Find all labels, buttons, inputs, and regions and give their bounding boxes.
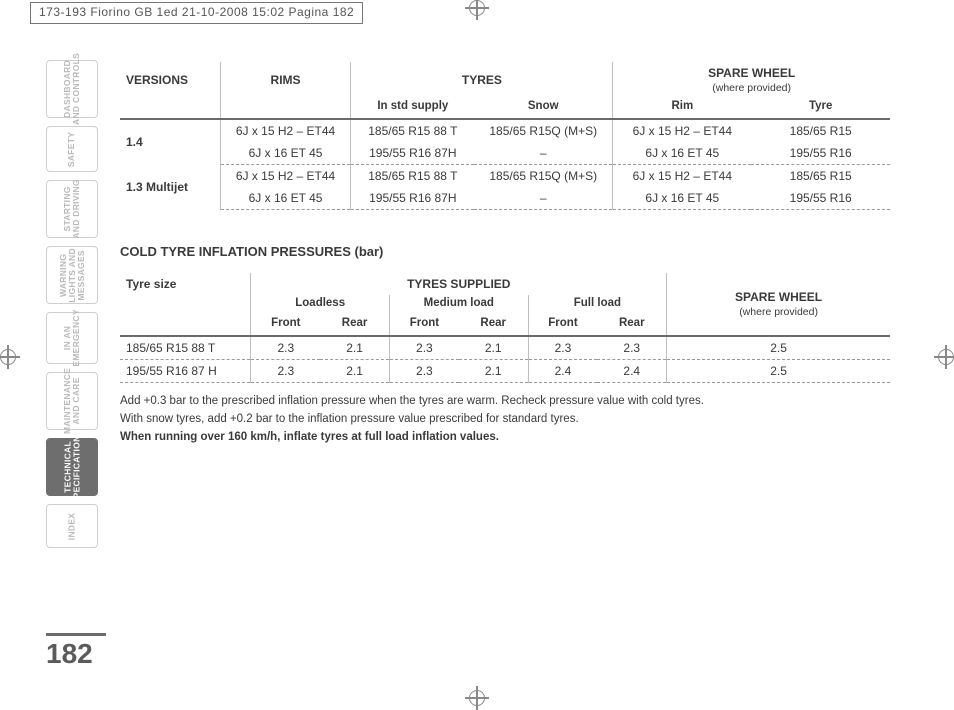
subhdr-rear-3: Rear xyxy=(597,315,666,336)
hdr-tyresize: Tyre size xyxy=(120,273,251,315)
table-row: 6J x 16 ET 45195/55 R16 87H–6J x 16 ET 4… xyxy=(120,187,890,210)
sidebar-tab-label: TECHNICAL SPECIFICATIONS xyxy=(63,430,81,505)
hdr-supplied: TYRES SUPPLIED xyxy=(251,273,667,295)
subhdr-instd: In std supply xyxy=(351,98,474,119)
subhdr-tyre: Tyre xyxy=(751,98,890,119)
sidebar-tab[interactable]: STARTING AND DRIVING xyxy=(46,180,98,238)
subhdr-rear-2: Rear xyxy=(459,315,528,336)
cell: 185/65 R15 xyxy=(751,165,890,188)
crop-mark-left xyxy=(0,345,20,369)
sidebar-tab-label: WARNING LIGHTS AND MESSAGES xyxy=(59,248,86,303)
cell-version: 1.3 Multijet xyxy=(120,165,220,210)
sidebar-tab-label: MAINTENANCE AND CARE xyxy=(63,368,81,434)
subhdr-loadless: Loadless xyxy=(251,295,390,315)
table-row: 6J x 16 ET 45195/55 R16 87H–6J x 16 ET 4… xyxy=(120,142,890,165)
cell: 2.1 xyxy=(320,360,389,383)
pressures-table: Tyre size TYRES SUPPLIED SPARE WHEEL (wh… xyxy=(120,273,890,383)
note-3: When running over 160 km/h, inflate tyre… xyxy=(120,429,890,447)
sidebar-tab-label: STARTING AND DRIVING xyxy=(63,179,81,239)
cell: 185/65 R15 88 T xyxy=(351,120,474,142)
sidebar-tab-label: SAFETY xyxy=(68,131,77,166)
crop-mark-bottom xyxy=(465,686,489,710)
crop-mark-top xyxy=(465,0,489,20)
cell-version: 1.4 xyxy=(120,120,220,165)
cell: 195/55 R16 xyxy=(751,142,890,165)
sidebar-tab-label: INDEX xyxy=(68,512,77,539)
page-number: 182 xyxy=(46,633,106,670)
cell: 195/55 R16 87H xyxy=(351,187,474,210)
subhdr-rear-1: Rear xyxy=(320,315,389,336)
sidebar-tabs: DASHBOARD AND CONTROLS SAFETY STARTING AND… xyxy=(46,60,98,548)
cell: 6J x 15 H2 – ET44 xyxy=(613,120,752,142)
cell: 2.3 xyxy=(528,337,597,360)
cell: 2.5 xyxy=(667,360,890,383)
table-row: 195/55 R16 87 H2.32.12.32.12.42.42.5 xyxy=(120,360,890,383)
table-row: 185/65 R15 88 T2.32.12.32.12.32.32.5 xyxy=(120,337,890,360)
notes: Add +0.3 bar to the prescribed inflation… xyxy=(120,393,890,446)
subhdr-medium: Medium load xyxy=(389,295,528,315)
sidebar-tab-label: DASHBOARD AND CONTROLS xyxy=(63,53,81,125)
sidebar-tab[interactable]: MAINTENANCE AND CARE xyxy=(46,372,98,430)
content-area: VERSIONS RIMS TYRES SPARE WHEEL (where p… xyxy=(120,62,890,446)
cell: 185/65 R15Q (M+S) xyxy=(474,165,613,188)
cell: 2.4 xyxy=(528,360,597,383)
hdr-rims: RIMS xyxy=(220,62,351,98)
cell: 2.3 xyxy=(389,337,458,360)
subhdr-front-3: Front xyxy=(528,315,597,336)
section-title-pressures: COLD TYRE INFLATION PRESSURES (bar) xyxy=(120,244,890,259)
sidebar-tab[interactable]: TECHNICAL SPECIFICATIONS xyxy=(46,438,98,496)
cell: 6J x 16 ET 45 xyxy=(220,142,351,165)
hdr-spare2: SPARE WHEEL (where provided) xyxy=(667,273,890,336)
cell: 2.1 xyxy=(459,337,528,360)
cell: 185/65 R15 xyxy=(751,120,890,142)
hdr-tyres: TYRES xyxy=(351,62,613,98)
cell: 2.3 xyxy=(597,337,666,360)
cell: 2.3 xyxy=(251,360,320,383)
subhdr-full: Full load xyxy=(528,295,667,315)
hdr-spare: SPARE WHEEL (where provided) xyxy=(613,62,890,98)
cell: 6J x 15 H2 – ET44 xyxy=(220,165,351,188)
cell: 195/55 R16 xyxy=(751,187,890,210)
sidebar-tab[interactable]: WARNING LIGHTS AND MESSAGES xyxy=(46,246,98,304)
subhdr-rim: Rim xyxy=(613,98,752,119)
sidebar-tab-label: IN AN EMERGENCY xyxy=(63,309,81,367)
page-root: 173-193 Fiorino GB 1ed 21-10-2008 15:02 … xyxy=(0,0,954,706)
table-row: 1.3 Multijet6J x 15 H2 – ET44185/65 R15 … xyxy=(120,165,890,188)
cell: 6J x 16 ET 45 xyxy=(613,187,752,210)
tyres-table: VERSIONS RIMS TYRES SPARE WHEEL (where p… xyxy=(120,62,890,210)
cell: 195/55 R16 87H xyxy=(351,142,474,165)
cell: 185/65 R15 88 T xyxy=(351,165,474,188)
cell: 185/65 R15Q (M+S) xyxy=(474,120,613,142)
cell: 2.3 xyxy=(389,360,458,383)
cell: 2.1 xyxy=(459,360,528,383)
subhdr-front-1: Front xyxy=(251,315,320,336)
hdr-versions: VERSIONS xyxy=(120,62,220,98)
cell: 6J x 16 ET 45 xyxy=(613,142,752,165)
cell: 2.1 xyxy=(320,337,389,360)
cell: 6J x 15 H2 – ET44 xyxy=(613,165,752,188)
print-slug: 173-193 Fiorino GB 1ed 21-10-2008 15:02 … xyxy=(30,2,363,24)
cell: 2.3 xyxy=(251,337,320,360)
cell: 195/55 R16 87 H xyxy=(120,360,251,383)
cell: 6J x 15 H2 – ET44 xyxy=(220,120,351,142)
sidebar-tab[interactable]: DASHBOARD AND CONTROLS xyxy=(46,60,98,118)
cell: 2.4 xyxy=(597,360,666,383)
sidebar-tab[interactable]: IN AN EMERGENCY xyxy=(46,312,98,364)
cell: – xyxy=(474,187,613,210)
subhdr-front-2: Front xyxy=(389,315,458,336)
sidebar-tab[interactable]: INDEX xyxy=(46,504,98,548)
crop-mark-right xyxy=(934,345,954,369)
sidebar-tab[interactable]: SAFETY xyxy=(46,126,98,172)
note-1: Add +0.3 bar to the prescribed inflation… xyxy=(120,393,890,411)
cell: 6J x 16 ET 45 xyxy=(220,187,351,210)
cell: 185/65 R15 88 T xyxy=(120,337,251,360)
subhdr-snow: Snow xyxy=(474,98,613,119)
cell: – xyxy=(474,142,613,165)
table-row: 1.46J x 15 H2 – ET44185/65 R15 88 T185/6… xyxy=(120,120,890,142)
cell: 2.5 xyxy=(667,337,890,360)
note-2: With snow tyres, add +0.2 bar to the inf… xyxy=(120,411,890,429)
